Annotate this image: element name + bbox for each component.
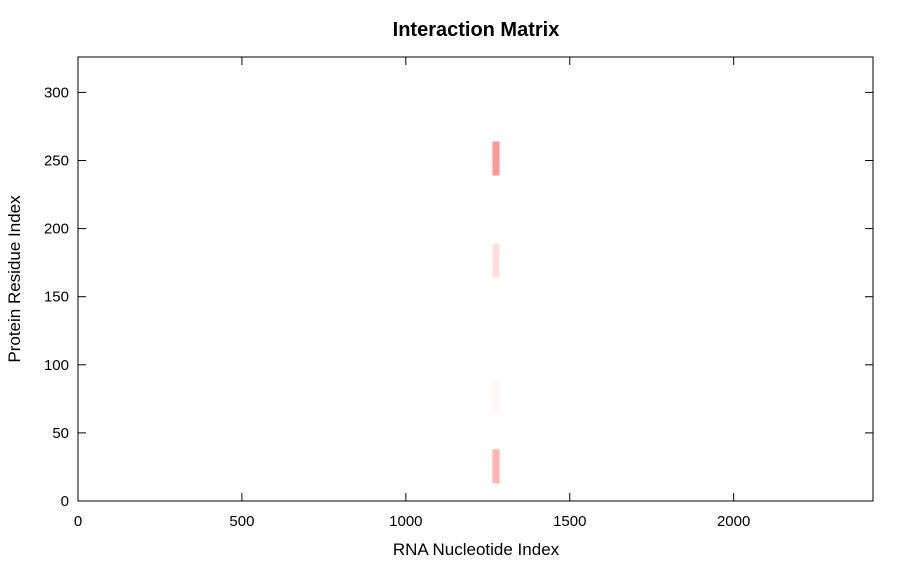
y-tick-label-250: 250: [44, 153, 69, 170]
x-tick-label-1000: 1000: [389, 513, 422, 530]
heatmap-cells: [492, 141, 500, 484]
plot-frame: [77, 56, 874, 502]
y-axis-label: Protein Residue Index: [5, 195, 24, 363]
x-tick-label-500: 500: [229, 513, 254, 530]
x-tick-label-0: 0: [74, 513, 82, 530]
y-tick-label-0: 0: [61, 493, 69, 510]
heatmap-cell-3: [492, 449, 500, 484]
axis-ticks: 0 500 1000 1500 2000 0 50 100 150 200 250 300: [44, 57, 873, 530]
y-tick-label-50: 50: [52, 425, 69, 442]
heatmap-cell-2: [492, 379, 500, 414]
heatmap-cell-0: [492, 141, 500, 176]
y-tick-label-150: 150: [44, 289, 69, 306]
y-tick-label-200: 200: [44, 221, 69, 238]
y-tick-label-100: 100: [44, 357, 69, 374]
y-tick-label-300: 300: [44, 84, 69, 101]
x-tick-label-2000: 2000: [717, 513, 750, 530]
chart-title: Interaction Matrix: [393, 19, 560, 41]
x-tick-label-1500: 1500: [553, 513, 586, 530]
x-axis-label: RNA Nucleotide Index: [393, 540, 560, 559]
heatmap-cell-1: [492, 243, 500, 278]
